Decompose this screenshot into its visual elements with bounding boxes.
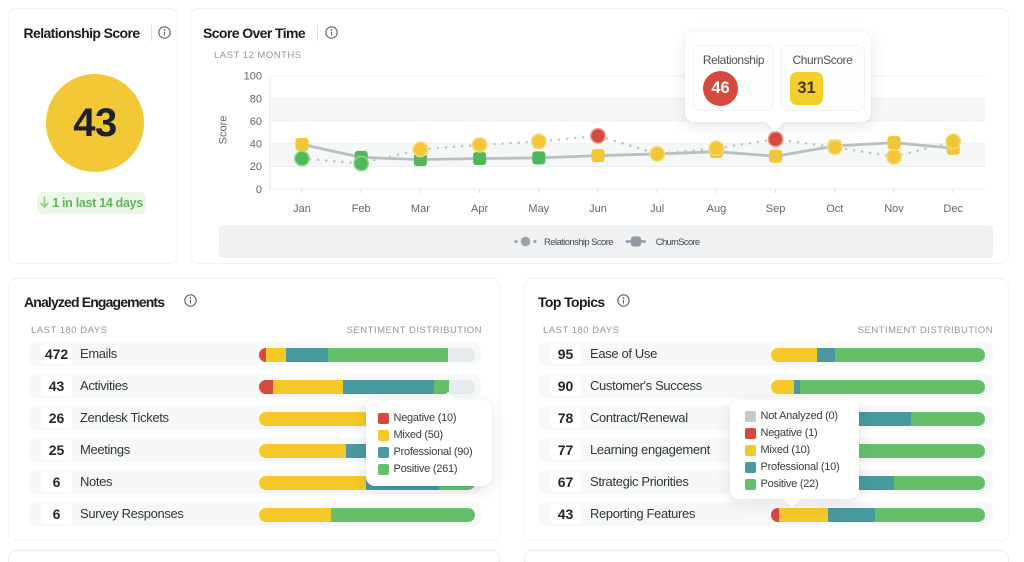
svg-text:May: May — [528, 203, 549, 215]
svg-text:Nov: Nov — [884, 203, 904, 215]
svg-text:0: 0 — [256, 184, 262, 196]
svg-text:20: 20 — [250, 161, 262, 173]
svg-text:Aug: Aug — [707, 203, 727, 215]
svg-text:Oct: Oct — [826, 203, 843, 215]
svg-text:Sep: Sep — [766, 203, 786, 215]
svg-text:Relationship Score: Relationship Score — [544, 237, 613, 248]
svg-text:Mar: Mar — [411, 203, 430, 215]
svg-text:Score: Score — [218, 116, 230, 145]
svg-text:Jan: Jan — [293, 203, 311, 215]
svg-text:Jun: Jun — [589, 203, 607, 215]
svg-text:100: 100 — [244, 71, 262, 83]
svg-text:40: 40 — [250, 139, 262, 151]
svg-text:60: 60 — [250, 116, 262, 128]
svg-text:80: 80 — [250, 93, 262, 105]
svg-text:Feb: Feb — [352, 203, 371, 215]
svg-text:ChurnScore: ChurnScore — [656, 237, 700, 248]
svg-text:Jul: Jul — [650, 203, 664, 215]
svg-text:Apr: Apr — [471, 203, 488, 215]
svg-text:Dec: Dec — [943, 203, 963, 215]
